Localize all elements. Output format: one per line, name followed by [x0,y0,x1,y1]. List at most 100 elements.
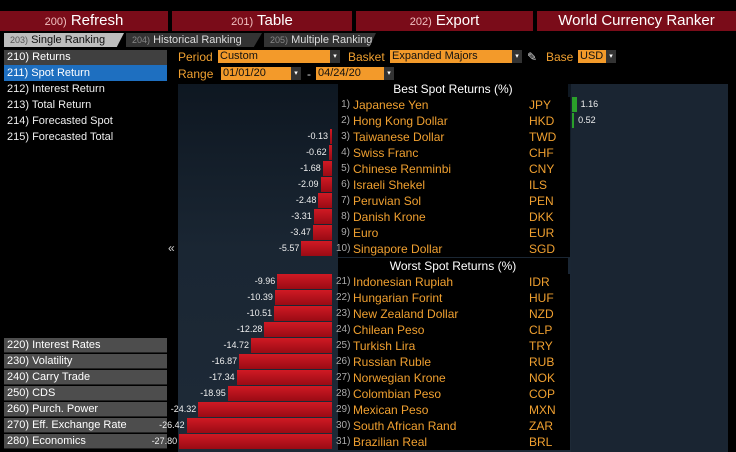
table-row[interactable] [338,193,570,209]
menu-forecasted-total[interactable]: 215) Forecasted Total [7,131,114,143]
currency-code: RUB [529,355,555,369]
currency-name[interactable]: Colombian Peso [353,387,442,401]
range-label: Range [178,67,214,81]
currency-name[interactable]: Danish Krone [353,210,426,224]
tab-multiple-ranking[interactable]: 205) Multiple Ranking [264,33,376,47]
negative-bar [274,290,332,305]
bar-value-label: -9.96 [254,276,276,286]
currency-code: MXN [529,403,556,417]
tab-historical-ranking[interactable]: 204) Historical Ranking [126,33,262,47]
table-row[interactable] [338,418,570,434]
currency-name[interactable]: Chinese Renminbi [353,162,452,176]
menu-total-return[interactable]: 213) Total Return [7,99,92,111]
currency-name[interactable]: Swiss Franc [353,146,419,160]
currency-name[interactable]: Brazilian Real [353,435,428,449]
base-dropdown-icon[interactable]: ▾ [606,50,616,63]
bar-value-label: -2.09 [297,179,319,189]
currency-code: NOK [529,371,556,385]
base-select[interactable]: USD [578,50,606,63]
toolbar: 200) Refresh 201) Table 202) Export Worl… [0,0,736,32]
range-to-input[interactable]: 04/24/20 [316,67,384,80]
currency-name[interactable]: Taiwanese Dollar [353,130,445,144]
table-row[interactable] [338,274,570,290]
table-row[interactable] [338,370,570,386]
menu-eff-exchange-rate[interactable]: 270) Eff. Exchange Rate [4,418,167,433]
bar-value-label: -0.62 [306,147,327,157]
negative-bar [301,241,332,256]
menu-interest-rates[interactable]: 220) Interest Rates [4,338,167,353]
currency-name[interactable]: Mexican Peso [353,403,429,417]
table-row[interactable] [338,225,570,241]
currency-name[interactable]: New Zealand Dollar [353,307,459,321]
menu-carry-trade[interactable]: 240) Carry Trade [4,370,167,385]
best-returns-title: Best Spot Returns (%) [338,81,568,97]
bar-value-label: -26.42 [159,420,185,430]
table-row[interactable] [338,434,570,450]
table-row[interactable] [338,354,570,370]
bar-value-label: -14.72 [223,340,250,350]
rank-number: 4) [341,147,350,158]
period-dropdown-icon[interactable]: ▾ [330,50,340,63]
currency-name[interactable]: Japanese Yen [353,98,429,112]
menu-cds[interactable]: 250) CDS [4,386,167,401]
currency-name[interactable]: Indonesian Rupiah [353,275,454,289]
table-row[interactable] [338,209,570,225]
range-to-dropdown-icon[interactable]: ▾ [384,67,394,80]
refresh-button[interactable]: 200) Refresh [0,11,170,31]
bar-value-label: -17.34 [209,372,235,382]
currency-name[interactable]: Russian Ruble [353,355,432,369]
menu-purch-power[interactable]: 260) Purch. Power [4,402,167,417]
rank-number: 22) [336,292,351,303]
table-row[interactable] [338,161,570,177]
menu-returns-header[interactable]: 210) Returns [4,50,167,65]
table-row[interactable] [338,290,570,306]
export-label: Export [435,12,480,29]
table-row[interactable] [338,386,570,402]
basket-dropdown-icon[interactable]: ▾ [512,50,522,63]
range-from-input[interactable]: 01/01/20 [221,67,291,80]
bar-value-label: 0.52 [578,115,596,125]
table-row[interactable] [338,145,570,161]
rank-number: 6) [341,179,350,190]
currency-name[interactable]: Israeli Shekel [353,178,426,192]
table-row[interactable] [338,241,570,257]
table-row[interactable] [338,338,570,354]
currency-name[interactable]: Chilean Peso [353,323,425,337]
currency-name[interactable]: Peruvian Sol [353,194,422,208]
currency-name[interactable]: Hungarian Forint [353,291,443,305]
rank-number: 30) [336,420,351,431]
currency-name[interactable]: Norwegian Krone [353,371,446,385]
currency-name[interactable]: South African Rand [353,419,457,433]
table-row[interactable] [338,322,570,338]
menu-interest-return[interactable]: 212) Interest Return [7,83,105,95]
table-row[interactable] [338,129,570,145]
menu-economics[interactable]: 280) Economics [4,434,167,449]
basket-select[interactable]: Expanded Majors [390,50,512,63]
tab-label: Historical Ranking [153,34,242,46]
table-row[interactable] [338,306,570,322]
currency-name[interactable]: Euro [353,226,379,240]
table-row[interactable] [338,97,570,113]
table-row[interactable] [338,113,570,129]
currency-name[interactable]: Turkish Lira [353,339,416,353]
table-button[interactable]: 201) Table [172,11,354,31]
table-row[interactable] [338,402,570,418]
tab-single-ranking[interactable]: 203) Single Ranking [4,33,124,47]
basket-label: Basket [348,50,385,64]
currency-code: PEN [529,194,554,208]
rank-number: 27) [336,372,351,383]
menu-forecasted-spot[interactable]: 214) Forecasted Spot [7,115,113,127]
collapse-panel-icon[interactable]: « [168,241,175,255]
edit-basket-icon[interactable]: ✎ [527,50,538,64]
currency-code: ZAR [529,419,553,433]
range-from-dropdown-icon[interactable]: ▾ [291,67,301,80]
table-row[interactable] [338,177,570,193]
menu-volatility[interactable]: 230) Volatility [4,354,167,369]
currency-name[interactable]: Singapore Dollar [353,242,443,256]
currency-code: CHF [529,146,554,160]
period-select[interactable]: Custom [218,50,330,63]
export-button[interactable]: 202) Export [356,11,535,31]
currency-name[interactable]: Hong Kong Dollar [353,114,448,128]
bar-value-label: -3.31 [291,211,312,221]
menu-spot-return[interactable]: 211) Spot Return [4,65,167,81]
